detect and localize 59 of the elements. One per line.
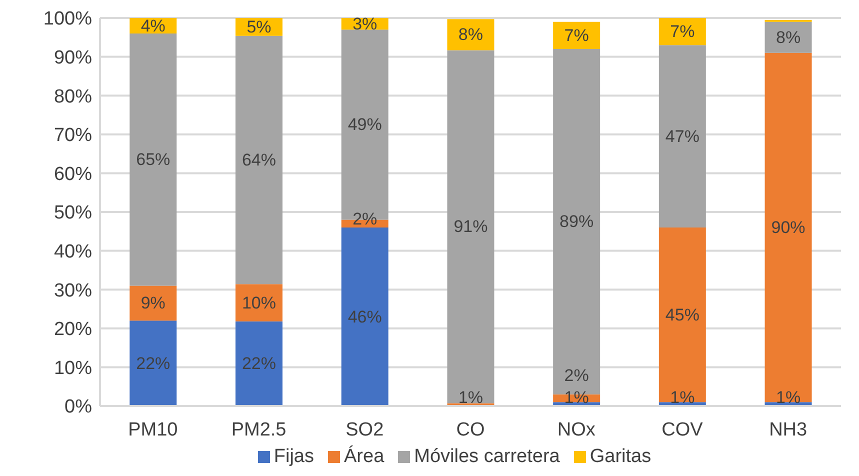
x-tick-label: CO xyxy=(456,419,485,440)
x-tick-label: PM10 xyxy=(128,419,178,440)
bar xyxy=(235,36,282,284)
data-label: 22% xyxy=(242,354,276,374)
data-label: 7% xyxy=(670,22,695,42)
x-tick-label: NOx xyxy=(557,419,596,440)
y-tick-label: 20% xyxy=(54,319,92,340)
y-tick-label: 30% xyxy=(54,280,92,302)
legend-label: Móviles carretera xyxy=(414,446,560,468)
data-label: 9% xyxy=(140,294,166,313)
data-label: 89% xyxy=(560,212,594,232)
y-tick-label: 60% xyxy=(54,164,92,185)
y-tick-label: 70% xyxy=(54,125,92,146)
data-label: 46% xyxy=(348,307,382,326)
data-label: 3% xyxy=(352,14,378,34)
legend-label: Área xyxy=(344,446,384,468)
bar xyxy=(235,284,282,322)
data-label: 65% xyxy=(136,150,170,170)
x-tick-label: SO2 xyxy=(346,419,384,440)
x-tick-label: NH3 xyxy=(769,419,808,440)
bar xyxy=(235,321,282,406)
legend-label: Garitas xyxy=(590,446,652,468)
data-label: 90% xyxy=(771,218,806,238)
y-tick-label: 40% xyxy=(54,242,92,263)
bar xyxy=(130,34,177,286)
data-label: 8% xyxy=(458,25,483,44)
x-tick-label: PM2.5 xyxy=(231,419,286,440)
y-tick-label: 80% xyxy=(54,86,92,108)
legend-label: Fijas xyxy=(274,446,314,468)
bar xyxy=(658,18,706,46)
y-tick-label: 90% xyxy=(54,48,92,69)
data-label: 22% xyxy=(136,354,170,373)
data-label: 2% xyxy=(564,366,589,386)
bar xyxy=(553,22,600,50)
y-tick-label: 100% xyxy=(43,8,92,30)
y-tick-label: 10% xyxy=(54,358,92,379)
y-tick-label: 0% xyxy=(64,396,92,418)
data-label: 47% xyxy=(665,126,700,146)
y-tick-label: 50% xyxy=(54,202,92,224)
data-label: 4% xyxy=(140,16,166,36)
bar xyxy=(130,320,177,406)
x-tick-label: COV xyxy=(662,419,704,440)
bar xyxy=(658,45,706,228)
data-label: 7% xyxy=(564,26,589,45)
bar xyxy=(764,22,812,53)
bar xyxy=(447,19,494,50)
data-label: 64% xyxy=(242,150,276,170)
data-label: 5% xyxy=(246,17,272,36)
bar xyxy=(341,228,388,406)
data-label: 10% xyxy=(242,293,276,312)
data-label: 45% xyxy=(665,305,700,324)
bar xyxy=(130,286,177,321)
data-label: 91% xyxy=(454,217,488,236)
bar xyxy=(764,52,812,402)
data-label: 49% xyxy=(348,115,382,134)
bar xyxy=(447,50,494,404)
bar xyxy=(658,228,706,402)
data-label: 1% xyxy=(458,388,483,407)
data-label: 8% xyxy=(776,28,801,47)
